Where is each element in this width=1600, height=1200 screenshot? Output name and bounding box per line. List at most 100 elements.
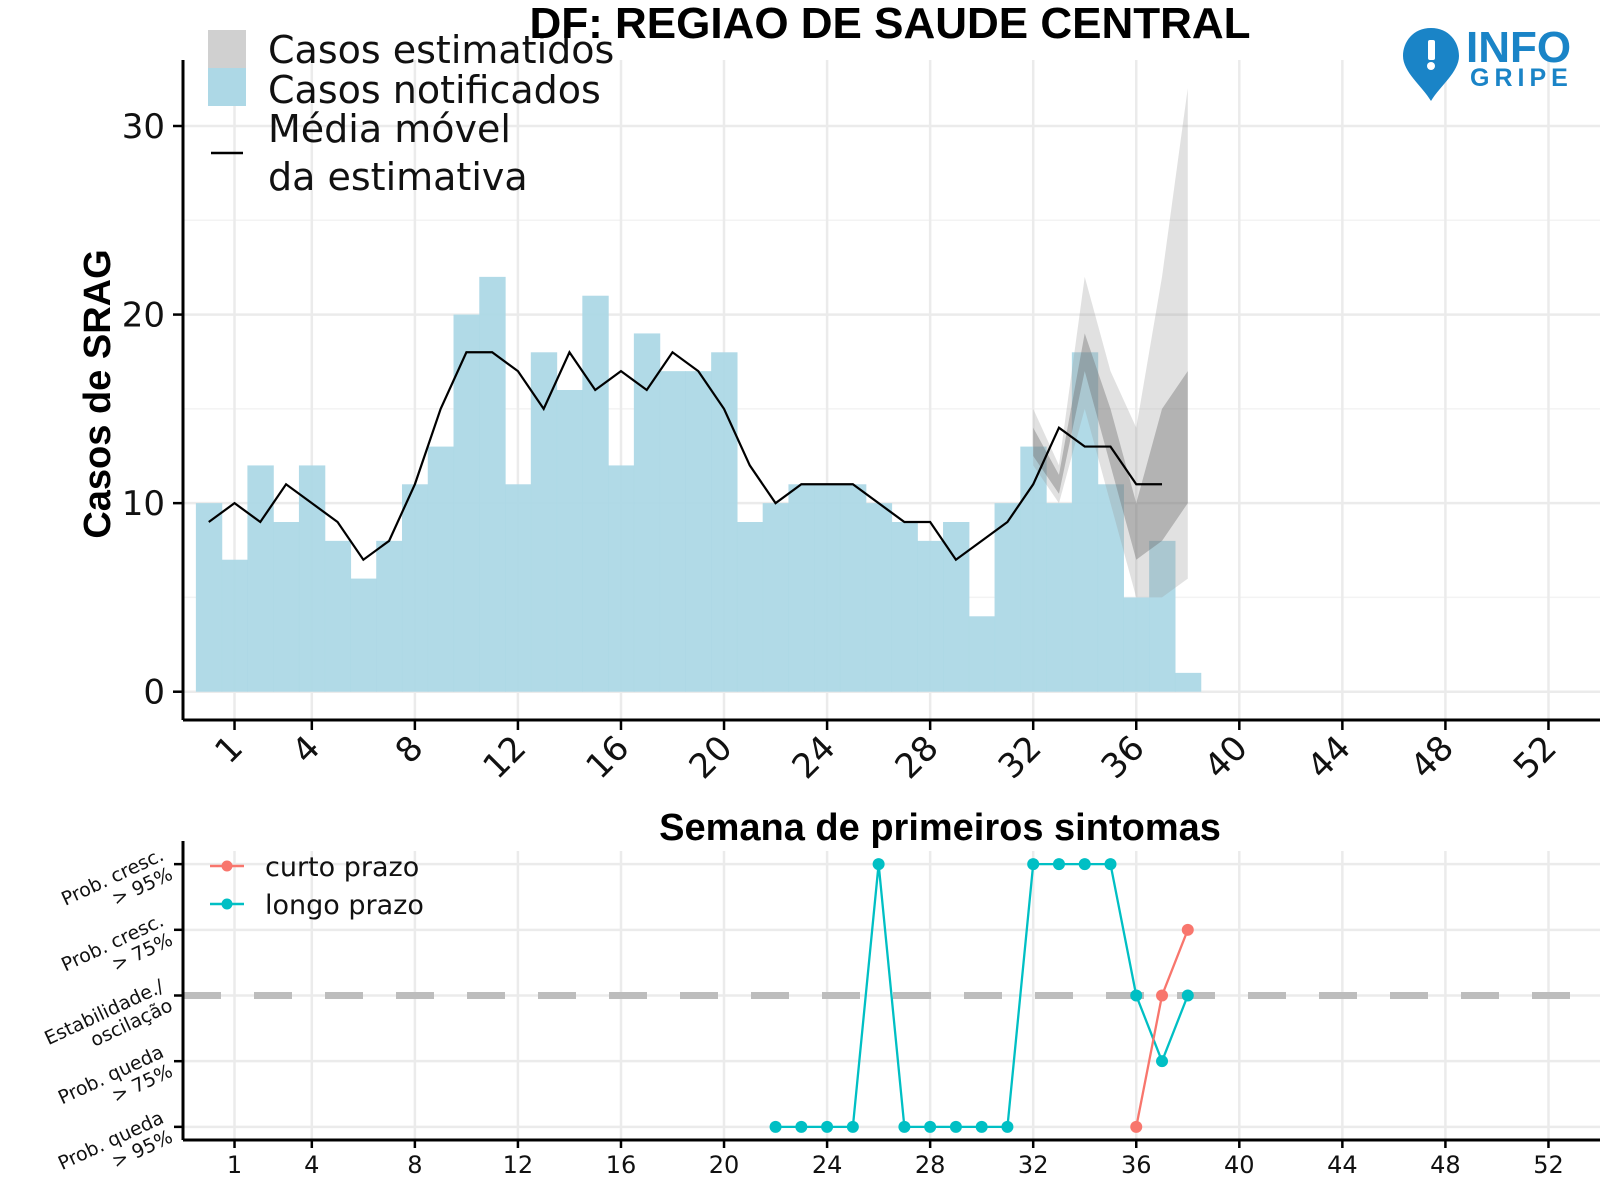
notified-bar (556, 390, 583, 692)
notified-bar (762, 503, 790, 692)
logo-line1: INFO (1466, 23, 1571, 72)
notified-bar (839, 484, 867, 692)
notified-bar (1046, 503, 1073, 692)
x-tick-label: 48 (1430, 1151, 1461, 1179)
moving-average-line (208, 350, 1163, 562)
trend-point (872, 858, 885, 871)
x-tick-label: 52 (1506, 728, 1565, 787)
y-axis-title: Casos de SRAG (77, 249, 119, 538)
bottom-x-tick-labels: 1 4 8 12 16 20 24 28 32 36 40 44 48 52 (227, 1151, 1564, 1179)
notified-bar (1097, 484, 1124, 692)
notified-bar (685, 371, 712, 692)
trend-point (1181, 923, 1194, 936)
notified-bar (247, 465, 274, 692)
top-axes (173, 60, 1600, 730)
notified-bar (659, 371, 686, 692)
trend-point (924, 1120, 937, 1133)
x-tick-label: 36 (1094, 728, 1153, 787)
trend-point (1078, 858, 1091, 871)
x-tick-label: 8 (388, 728, 432, 772)
bottom-grid (183, 851, 1600, 1140)
notified-bar (427, 446, 455, 692)
x-tick-label: 4 (285, 728, 329, 772)
bottom-legend: curto prazo longo prazo (210, 852, 424, 921)
top-y-tick-labels: 0 10 20 30 (122, 107, 165, 713)
x-tick-label: 20 (709, 1151, 740, 1179)
notified-bar (711, 352, 738, 692)
x-tick-label: 52 (1533, 1151, 1564, 1179)
legend-label-moving-avg-2: da estimativa (268, 155, 528, 199)
legend-label-short-term: curto prazo (265, 852, 419, 883)
notified-bar (943, 522, 970, 692)
trend-line-0 (1135, 929, 1189, 1128)
notified-bar (608, 465, 635, 692)
notified-bar (479, 276, 506, 692)
trend-point (1156, 1055, 1169, 1068)
estimated-band-outer (1033, 88, 1188, 598)
x-tick-label: 16 (606, 1151, 637, 1179)
trend-series (769, 858, 1194, 1133)
x-tick-label: 40 (1224, 1151, 1255, 1179)
notified-bar (1071, 352, 1099, 692)
notified-bar (324, 540, 352, 692)
x-tick-label: 12 (503, 1151, 534, 1179)
trend-point (846, 1120, 859, 1133)
notified-bar (1020, 446, 1047, 692)
legend-label-moving-avg-1: Média móvel (268, 107, 511, 151)
legend-dot-long-term (221, 898, 233, 910)
x-tick-label: 40 (1197, 728, 1256, 787)
trend-point (1104, 858, 1117, 871)
notified-bar (865, 503, 893, 692)
notified-bar (530, 352, 558, 692)
chart-title: DF: REGIAO DE SAUDE CENTRAL (529, 0, 1250, 48)
legend-label-estimated: Casos estimatidos (268, 28, 614, 72)
trend-point (769, 1120, 782, 1133)
notified-bar (1149, 540, 1176, 692)
notified-bar (376, 540, 403, 692)
notified-bar (917, 540, 944, 692)
notified-bar (814, 484, 841, 692)
x-tick-label: 48 (1403, 728, 1462, 787)
x-tick-label: 28 (915, 1151, 946, 1179)
notified-bar (788, 484, 815, 692)
logo-line2: GRIPE (1470, 64, 1573, 92)
bottom-axes (174, 841, 1600, 1148)
x-tick-label: 1 (227, 1151, 242, 1179)
notified-bar (968, 616, 996, 692)
x-tick-label: 32 (1018, 1151, 1049, 1179)
y-tick-label: 20 (122, 296, 165, 336)
x-tick-label: 1 (207, 728, 251, 772)
notified-bar (401, 484, 429, 692)
notified-bar (582, 295, 609, 692)
x-tick-label: 16 (578, 728, 637, 787)
notified-bar (1123, 597, 1150, 692)
notified-bar (453, 314, 480, 692)
legend-dot-short-term (221, 860, 233, 872)
y-tick-label: 0 (143, 673, 165, 713)
notified-bar (221, 559, 249, 692)
x-tick-label: 44 (1300, 728, 1359, 787)
x-tick-label: 24 (785, 728, 844, 787)
notified-bar (1174, 672, 1202, 692)
x-tick-label: 8 (407, 1151, 422, 1179)
notified-bar (633, 333, 661, 692)
x-tick-label: 44 (1327, 1151, 1358, 1179)
infogripe-logo: INFO GRIPE (1403, 23, 1573, 101)
moving-average-polyline (208, 350, 1163, 562)
x-tick-label: 32 (991, 728, 1050, 787)
x-tick-label: 20 (682, 728, 741, 787)
legend-swatch-notified (208, 68, 246, 106)
legend-swatch-estimated (208, 30, 246, 68)
trend-point (949, 1120, 962, 1133)
top-legend: Casos estimatidos Casos notificados Médi… (208, 28, 614, 199)
bottom-y-category-labels: Prob. queda> 95%Prob. queda> 75%Estabili… (41, 844, 176, 1175)
trend-point (1130, 989, 1143, 1002)
trend-point (1156, 989, 1169, 1002)
notified-bar (891, 522, 918, 692)
trend-point (1052, 858, 1065, 871)
top-x-tick-labels: 1 4 8 12 16 20 24 28 32 36 40 44 48 52 (207, 728, 1565, 787)
bottom-panel: 1 4 8 12 16 20 24 28 32 36 40 44 48 52 Prob. queda> 9… (41, 841, 1600, 1179)
x-tick-label: 28 (888, 728, 947, 787)
